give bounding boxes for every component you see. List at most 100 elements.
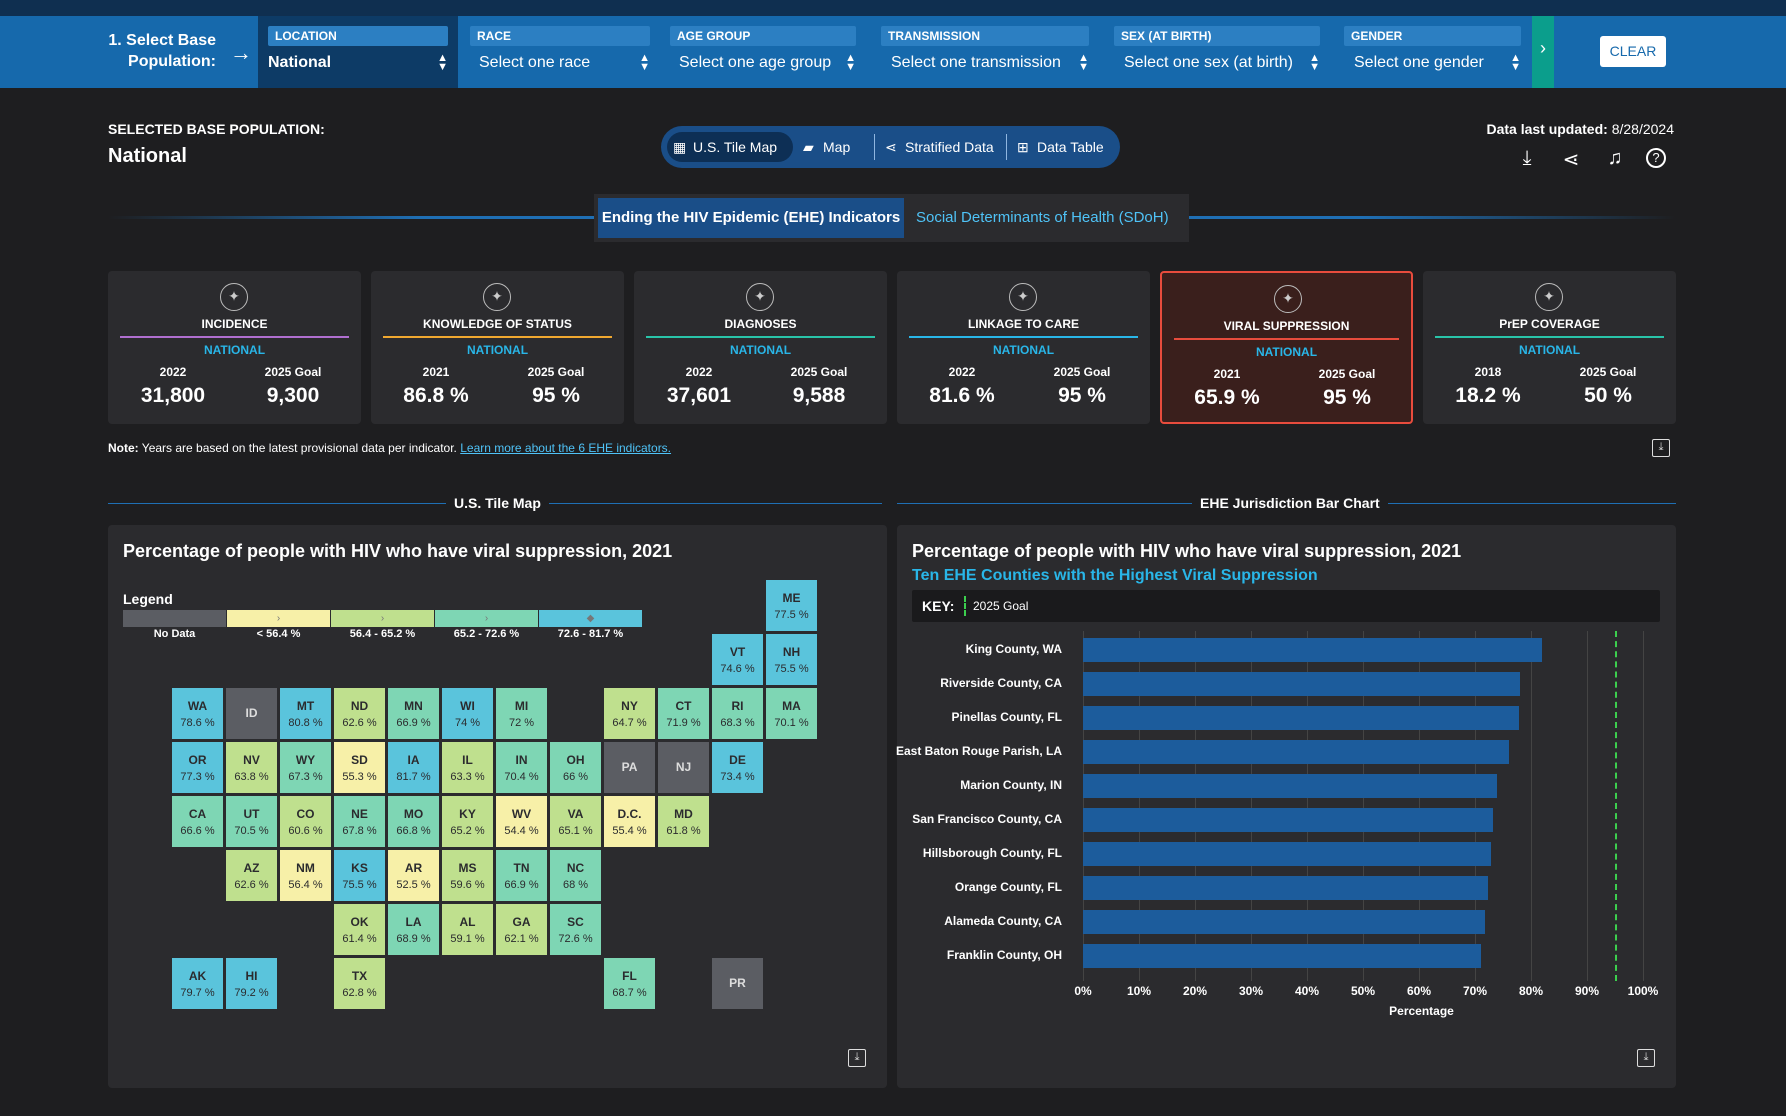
state-tile[interactable]: AL 59.1 % xyxy=(442,904,493,955)
state-tile[interactable]: ID xyxy=(226,688,277,739)
sex-at-birth-filter[interactable]: SEX (AT BIRTH) Select one sex (at birth)… xyxy=(1104,16,1330,88)
state-tile[interactable]: HI 79.2 % xyxy=(226,958,277,1009)
state-tile[interactable]: IL 63.3 % xyxy=(442,742,493,793)
state-tile[interactable]: MA 70.1 % xyxy=(766,688,817,739)
tab-sdoh[interactable]: Social Determinants of Health (SDoH) xyxy=(916,209,1169,226)
share-icon[interactable]: ⋖ xyxy=(1562,149,1580,171)
state-abbrev: WY xyxy=(295,753,316,767)
state-tile[interactable]: MO 66.8 % xyxy=(388,796,439,847)
state-tile[interactable]: CT 71.9 % xyxy=(658,688,709,739)
state-tile[interactable]: NM 56.4 % xyxy=(280,850,331,901)
age-group-select[interactable]: Select one age group ▲ ▼ xyxy=(679,53,856,73)
gender-filter[interactable]: GENDER Select one gender ▲ ▼ xyxy=(1334,16,1531,88)
indicator-card[interactable]: ✦ VIRAL SUPPRESSION NATIONAL 2021 2025 Goal 6… xyxy=(1160,271,1413,424)
bar[interactable] xyxy=(1083,944,1481,968)
download-image-icon[interactable]: ⤓ xyxy=(1637,1049,1655,1067)
age-group-filter[interactable]: AGE GROUP Select one age group ▲ ▼ xyxy=(660,16,866,88)
bar[interactable] xyxy=(1083,740,1509,764)
bar[interactable] xyxy=(1083,638,1543,662)
state-tile[interactable]: MI 72 % xyxy=(496,688,547,739)
divider xyxy=(646,336,875,338)
state-tile[interactable]: MD 61.8 % xyxy=(658,796,709,847)
state-tile[interactable]: AK 79.7 % xyxy=(172,958,223,1009)
state-tile[interactable]: ND 62.6 % xyxy=(334,688,385,739)
state-tile[interactable]: MT 80.8 % xyxy=(280,688,331,739)
transmission-select[interactable]: Select one transmission ▲ ▼ xyxy=(891,53,1089,73)
indicator-card[interactable]: ✦ PrEP COVERAGE NATIONAL 2018 2025 Goal 18.2 … xyxy=(1423,271,1676,424)
state-tile[interactable]: NJ xyxy=(658,742,709,793)
state-tile[interactable]: TN 66.9 % xyxy=(496,850,547,901)
state-tile[interactable]: ME 77.5 % xyxy=(766,580,817,631)
tab-data-table[interactable]: ⊞ Data Table xyxy=(1011,132,1104,162)
state-tile[interactable]: WI 74 % xyxy=(442,688,493,739)
state-tile[interactable]: KS 75.5 % xyxy=(334,850,385,901)
download-image-icon[interactable]: ⤓ xyxy=(848,1049,866,1067)
gender-select[interactable]: Select one gender ▲ ▼ xyxy=(1354,53,1521,73)
state-tile[interactable]: PA xyxy=(604,742,655,793)
bar[interactable] xyxy=(1083,876,1488,900)
state-tile[interactable]: RI 68.3 % xyxy=(712,688,763,739)
bar[interactable] xyxy=(1083,706,1519,730)
indicator-card[interactable]: ✦ KNOWLEDGE OF STATUS NATIONAL 2021 2025 Goa… xyxy=(371,271,624,424)
tab-map[interactable]: ▰ Map xyxy=(797,132,850,162)
state-tile[interactable]: WA 78.6 % xyxy=(172,688,223,739)
state-tile[interactable]: VT 74.6 % xyxy=(712,634,763,685)
learn-more-link[interactable]: Learn more about the 6 EHE indicators. xyxy=(460,441,672,455)
state-tile[interactable]: NE 67.8 % xyxy=(334,796,385,847)
location-filter[interactable]: LOCATION National ▲ ▼ xyxy=(258,16,458,88)
help-icon[interactable]: ? xyxy=(1646,148,1666,168)
state-tile[interactable]: OR 77.3 % xyxy=(172,742,223,793)
tab-stratified-data[interactable]: ⋖ Stratified Data xyxy=(879,132,994,162)
indicator-card[interactable]: ✦ LINKAGE TO CARE NATIONAL 2022 2025 Goal 81.… xyxy=(897,271,1150,424)
bar[interactable] xyxy=(1083,672,1520,696)
state-tile[interactable]: PR xyxy=(712,958,763,1009)
clear-button[interactable]: CLEAR xyxy=(1600,36,1666,67)
bar[interactable] xyxy=(1083,910,1486,934)
chevron-right-icon[interactable]: › xyxy=(1532,16,1554,88)
tab-us-tile-map[interactable]: ▦ U.S. Tile Map xyxy=(667,132,793,162)
state-tile[interactable]: IA 81.7 % xyxy=(388,742,439,793)
state-tile[interactable]: KY 65.2 % xyxy=(442,796,493,847)
state-tile[interactable]: SC 72.6 % xyxy=(550,904,601,955)
race-select[interactable]: Select one race ▲ ▼ xyxy=(479,53,650,73)
state-tile[interactable]: NH 75.5 % xyxy=(766,634,817,685)
transmission-filter[interactable]: TRANSMISSION Select one transmission ▲ ▼ xyxy=(871,16,1099,88)
location-select[interactable]: National ▲ ▼ xyxy=(268,53,448,73)
bar[interactable] xyxy=(1083,774,1498,798)
state-tile[interactable]: CO 60.6 % xyxy=(280,796,331,847)
bell-icon[interactable]: ♫ xyxy=(1607,147,1623,169)
state-tile[interactable]: DE 73.4 % xyxy=(712,742,763,793)
state-tile[interactable]: AZ 62.6 % xyxy=(226,850,277,901)
state-tile[interactable]: NY 64.7 % xyxy=(604,688,655,739)
state-tile[interactable]: WY 67.3 % xyxy=(280,742,331,793)
state-tile[interactable]: NC 68 % xyxy=(550,850,601,901)
state-tile[interactable]: UT 70.5 % xyxy=(226,796,277,847)
state-tile[interactable]: D.C. 55.4 % xyxy=(604,796,655,847)
state-tile[interactable]: SD 55.3 % xyxy=(334,742,385,793)
state-tile[interactable]: AR 52.5 % xyxy=(388,850,439,901)
state-tile[interactable]: FL 68.7 % xyxy=(604,958,655,1009)
state-tile[interactable]: MS 59.6 % xyxy=(442,850,493,901)
state-tile[interactable]: MN 66.9 % xyxy=(388,688,439,739)
bar[interactable] xyxy=(1083,842,1491,866)
state-abbrev: MD xyxy=(674,807,693,821)
gridline xyxy=(1531,631,1532,981)
state-tile[interactable]: CA 66.6 % xyxy=(172,796,223,847)
state-tile[interactable]: VA 65.1 % xyxy=(550,796,601,847)
tab-ehe-indicators[interactable]: Ending the HIV Epidemic (EHE) Indicators xyxy=(598,198,904,238)
state-tile[interactable]: LA 68.9 % xyxy=(388,904,439,955)
state-tile[interactable]: IN 70.4 % xyxy=(496,742,547,793)
state-tile[interactable]: NV 63.8 % xyxy=(226,742,277,793)
state-tile[interactable]: OK 61.4 % xyxy=(334,904,385,955)
bar[interactable] xyxy=(1083,808,1494,832)
download-image-icon[interactable]: ⤓ xyxy=(1652,439,1670,457)
race-filter[interactable]: RACE Select one race ▲ ▼ xyxy=(460,16,660,88)
indicator-card[interactable]: ✦ INCIDENCE NATIONAL 2022 2025 Goal 31,800 9,3… xyxy=(108,271,361,424)
indicator-card[interactable]: ✦ DIAGNOSES NATIONAL 2022 2025 Goal 37,601 9,5… xyxy=(634,271,887,424)
state-tile[interactable]: GA 62.1 % xyxy=(496,904,547,955)
state-tile[interactable]: TX 62.8 % xyxy=(334,958,385,1009)
state-tile[interactable]: OH 66 % xyxy=(550,742,601,793)
state-tile[interactable]: WV 54.4 % xyxy=(496,796,547,847)
sex-at-birth-select[interactable]: Select one sex (at birth) ▲ ▼ xyxy=(1124,53,1320,73)
download-icon[interactable]: ⤓ xyxy=(1522,147,1532,169)
